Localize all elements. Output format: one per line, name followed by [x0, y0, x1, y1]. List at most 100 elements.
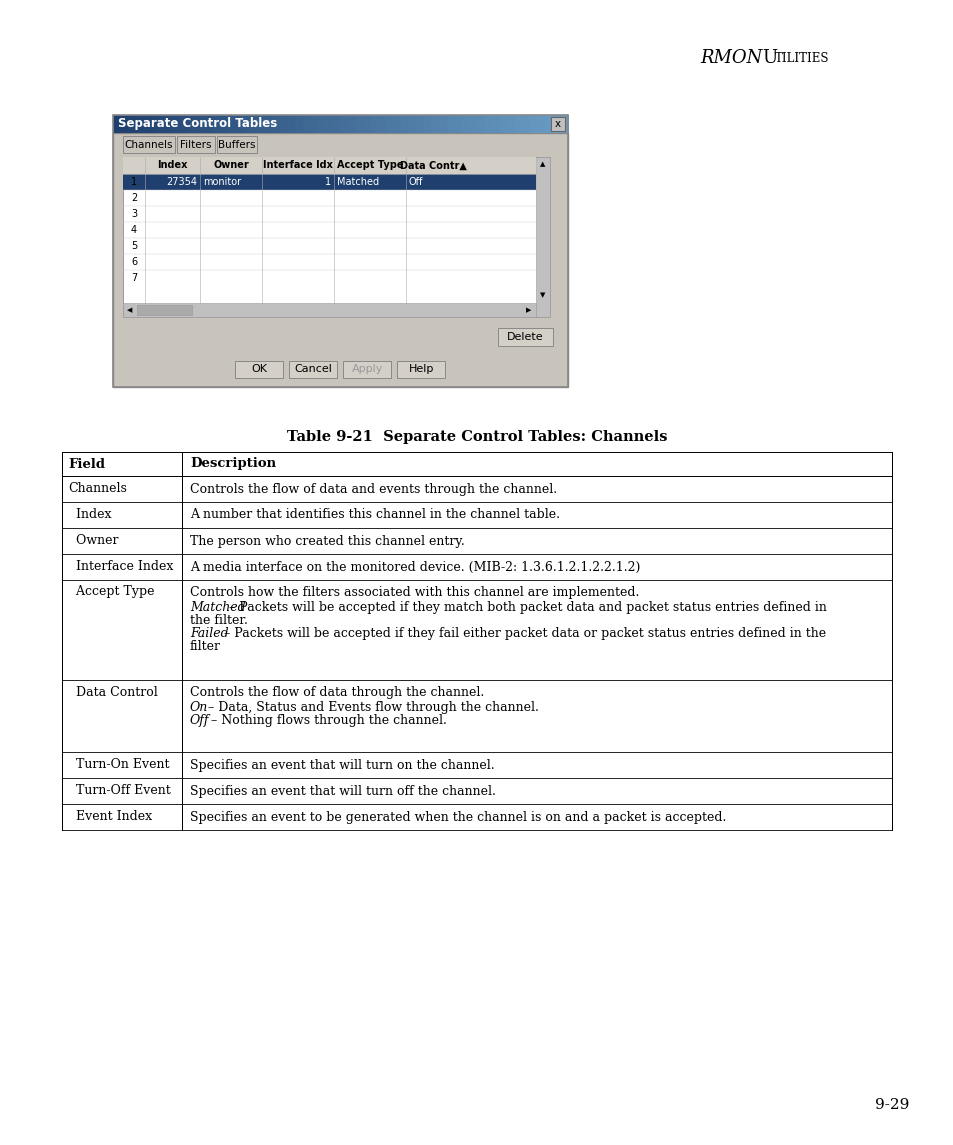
Text: Cancel: Cancel: [294, 364, 332, 374]
Text: 9-29: 9-29: [874, 1098, 908, 1112]
Bar: [227, 114, 235, 133]
Bar: [476, 114, 485, 133]
Text: 3: 3: [131, 210, 137, 219]
Bar: [216, 136, 256, 153]
Text: Off: Off: [190, 714, 210, 727]
Bar: [386, 114, 395, 133]
Bar: [123, 136, 174, 153]
Bar: [497, 327, 553, 346]
Bar: [310, 114, 318, 133]
Text: monitor: monitor: [203, 177, 241, 187]
Text: Owner: Owner: [213, 160, 249, 171]
Bar: [317, 114, 326, 133]
Bar: [151, 114, 159, 133]
Bar: [515, 114, 523, 133]
Bar: [394, 114, 402, 133]
Text: U: U: [761, 49, 777, 68]
Text: Turn-Off Event: Turn-Off Event: [68, 784, 171, 798]
Bar: [128, 114, 136, 133]
Bar: [302, 114, 311, 133]
Bar: [469, 114, 477, 133]
Text: Matched: Matched: [190, 601, 245, 614]
Bar: [272, 114, 280, 133]
Bar: [340, 114, 349, 133]
Text: Controls the flow of data and events through the channel.: Controls the flow of data and events thr…: [190, 482, 557, 496]
Text: Channels: Channels: [68, 482, 127, 496]
Bar: [189, 114, 197, 133]
Text: – Nothing flows through the channel.: – Nothing flows through the channel.: [207, 714, 446, 727]
Bar: [333, 114, 341, 133]
Bar: [551, 117, 564, 131]
Text: Description: Description: [190, 458, 275, 471]
Text: Failed: Failed: [190, 627, 229, 640]
Text: Accept Type: Accept Type: [68, 585, 154, 599]
Text: Data Contr▲: Data Contr▲: [399, 160, 466, 171]
Bar: [522, 114, 531, 133]
Bar: [204, 114, 213, 133]
Bar: [401, 114, 410, 133]
Bar: [423, 114, 432, 133]
Text: – Data, Status and Events flow through the channel.: – Data, Status and Events flow through t…: [204, 701, 538, 714]
Bar: [507, 114, 516, 133]
Text: 6: 6: [131, 256, 137, 267]
Text: Filters: Filters: [180, 140, 212, 150]
Text: Interface Idx: Interface Idx: [263, 160, 333, 171]
Bar: [536, 157, 550, 317]
Bar: [446, 114, 455, 133]
Text: A number that identifies this channel in the channel table.: A number that identifies this channel in…: [190, 508, 559, 521]
Text: 1: 1: [325, 177, 331, 187]
Bar: [289, 361, 337, 378]
Bar: [196, 114, 205, 133]
Bar: [166, 114, 174, 133]
Bar: [343, 361, 391, 378]
Text: ▲: ▲: [539, 161, 545, 167]
Bar: [530, 114, 538, 133]
Text: The person who created this channel entry.: The person who created this channel entr…: [190, 535, 464, 547]
Bar: [242, 114, 251, 133]
Bar: [112, 114, 121, 133]
Text: 4: 4: [131, 226, 137, 235]
Bar: [235, 361, 283, 378]
Bar: [438, 114, 447, 133]
Text: Accept Type: Accept Type: [336, 160, 403, 171]
Text: x: x: [555, 119, 560, 129]
Bar: [279, 114, 288, 133]
Bar: [143, 114, 152, 133]
Text: Interface Index: Interface Index: [68, 561, 173, 574]
Bar: [559, 114, 568, 133]
Bar: [112, 133, 567, 387]
Bar: [123, 157, 550, 317]
Text: On: On: [190, 701, 208, 714]
Text: 27354: 27354: [166, 177, 196, 187]
Text: A media interface on the monitored device. (MIB-2: 1.3.6.1.2.1.2.2.1.2): A media interface on the monitored devic…: [190, 561, 639, 574]
Bar: [355, 114, 364, 133]
Bar: [363, 114, 372, 133]
Text: – Packets will be accepted if they fail either packet data or packet status entr: – Packets will be accepted if they fail …: [220, 627, 825, 640]
Bar: [250, 114, 258, 133]
Bar: [123, 157, 536, 174]
Bar: [123, 174, 536, 190]
Bar: [212, 114, 220, 133]
Text: Specifies an event to be generated when the channel is on and a packet is accept: Specifies an event to be generated when …: [190, 811, 725, 823]
Bar: [348, 114, 356, 133]
Text: Controls how the filters associated with this channel are implemented.: Controls how the filters associated with…: [190, 586, 639, 599]
Bar: [484, 114, 493, 133]
Text: Specifies an event that will turn on the channel.: Specifies an event that will turn on the…: [190, 758, 494, 772]
Bar: [123, 303, 536, 317]
Bar: [219, 114, 228, 133]
Bar: [256, 114, 265, 133]
Bar: [158, 114, 167, 133]
Text: Specifies an event that will turn off the channel.: Specifies an event that will turn off th…: [190, 784, 496, 798]
Text: Off: Off: [409, 177, 423, 187]
Text: ◀: ◀: [127, 307, 132, 313]
Bar: [408, 114, 416, 133]
Bar: [120, 114, 129, 133]
Bar: [177, 136, 214, 153]
Bar: [378, 114, 387, 133]
Text: Help: Help: [409, 364, 434, 374]
Text: Matched: Matched: [336, 177, 378, 187]
Text: Table 9-21  Separate Control Tables: Channels: Table 9-21 Separate Control Tables: Chan…: [287, 431, 666, 444]
Bar: [492, 114, 500, 133]
Text: Field: Field: [68, 458, 105, 471]
Text: Event Index: Event Index: [68, 811, 152, 823]
